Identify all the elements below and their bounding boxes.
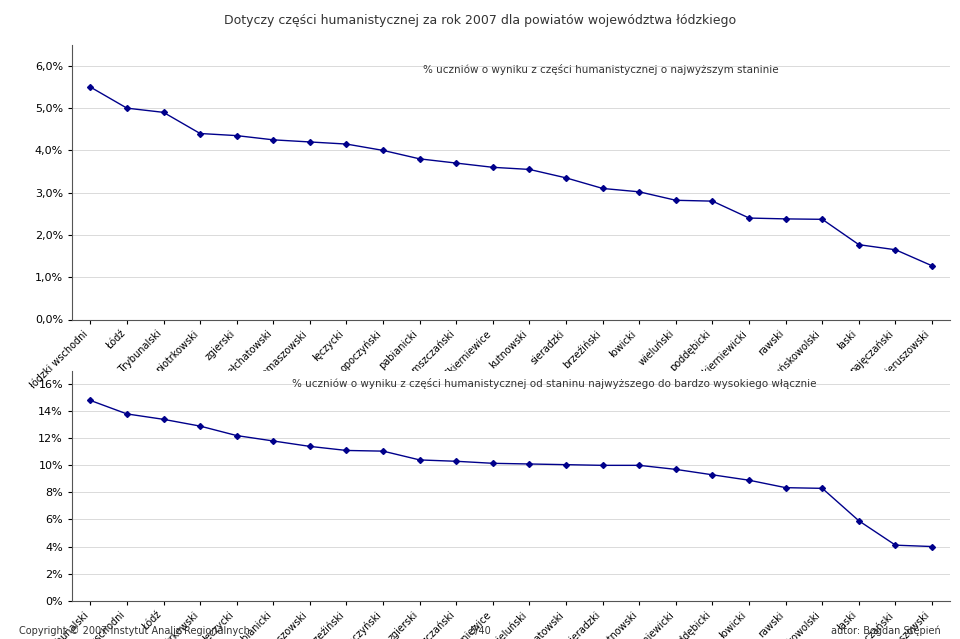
Text: % uczniów o wyniku z części humanistycznej o najwyższym staninie: % uczniów o wyniku z części humanistyczn… [423, 64, 779, 75]
Text: Dotyczy części humanistycznej za rok 2007 dla powiatów województwa łódzkiego: Dotyczy części humanistycznej za rok 200… [224, 14, 736, 27]
Text: % uczniów o wyniku z części humanistycznej od staninu najwyższego do bardzo wyso: % uczniów o wyniku z części humanistyczn… [292, 378, 816, 389]
Text: Copyright © 2007 Instytut Analiz Regionalnych: Copyright © 2007 Instytut Analiz Regiona… [19, 626, 250, 636]
Text: autor: Bogdan Stępień: autor: Bogdan Stępień [831, 626, 941, 636]
Text: 5/40: 5/40 [469, 626, 491, 636]
